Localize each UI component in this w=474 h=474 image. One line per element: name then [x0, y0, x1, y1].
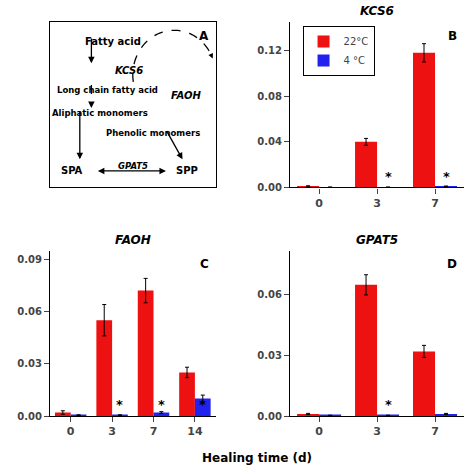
svg-text:0.06: 0.06 — [257, 289, 282, 300]
svg-text:3: 3 — [373, 425, 381, 438]
svg-text:0.09: 0.09 — [17, 254, 42, 265]
svg-text:0.03: 0.03 — [17, 358, 42, 369]
svg-text:0.08: 0.08 — [257, 91, 282, 102]
svg-text:A: A — [199, 29, 209, 43]
svg-text:*: * — [199, 397, 206, 412]
svg-text:KCS6: KCS6 — [360, 4, 394, 18]
svg-text:Aliphatic monomers: Aliphatic monomers — [52, 108, 148, 118]
svg-text:0.00: 0.00 — [17, 411, 42, 422]
svg-text:*: * — [158, 397, 165, 412]
svg-text:0.06: 0.06 — [17, 306, 42, 317]
svg-text:3: 3 — [108, 425, 116, 438]
svg-text:Long chain fatty acid: Long chain fatty acid — [57, 85, 158, 95]
svg-text:Phenolic monomers: Phenolic monomers — [106, 128, 200, 138]
svg-text:KCS6: KCS6 — [115, 65, 143, 76]
svg-text:7: 7 — [150, 425, 158, 438]
svg-text:*: * — [385, 397, 392, 412]
svg-text:C: C — [200, 257, 209, 271]
svg-text:B: B — [448, 29, 457, 43]
svg-text:SPP: SPP — [176, 165, 198, 176]
svg-text:SPA: SPA — [61, 165, 83, 176]
svg-text:7: 7 — [431, 425, 439, 438]
svg-text:3: 3 — [373, 197, 381, 210]
svg-text:4 °C: 4 °C — [344, 55, 366, 66]
svg-text:0.00: 0.00 — [257, 411, 282, 422]
svg-text:GPAT5: GPAT5 — [118, 161, 148, 171]
svg-text:22°C: 22°C — [344, 36, 369, 47]
svg-text:*: * — [116, 397, 123, 412]
svg-text:0: 0 — [67, 425, 75, 438]
svg-text:FAOH: FAOH — [115, 233, 151, 247]
svg-text:Fatty acid: Fatty acid — [85, 36, 141, 47]
svg-text:0.04: 0.04 — [257, 136, 282, 147]
svg-text:FAOH: FAOH — [171, 90, 201, 101]
svg-text:0.12: 0.12 — [257, 45, 282, 56]
svg-text:D: D — [447, 257, 457, 271]
svg-text:14: 14 — [187, 425, 203, 438]
svg-text:*: * — [385, 169, 392, 184]
svg-text:0: 0 — [315, 197, 323, 210]
svg-text:GPAT5: GPAT5 — [356, 233, 398, 247]
svg-text:7: 7 — [431, 197, 439, 210]
svg-text:0.00: 0.00 — [257, 182, 282, 193]
svg-text:Healing time (d): Healing time (d) — [202, 451, 312, 465]
svg-text:*: * — [443, 169, 450, 184]
svg-text:0: 0 — [315, 425, 323, 438]
svg-text:0.03: 0.03 — [257, 350, 282, 361]
